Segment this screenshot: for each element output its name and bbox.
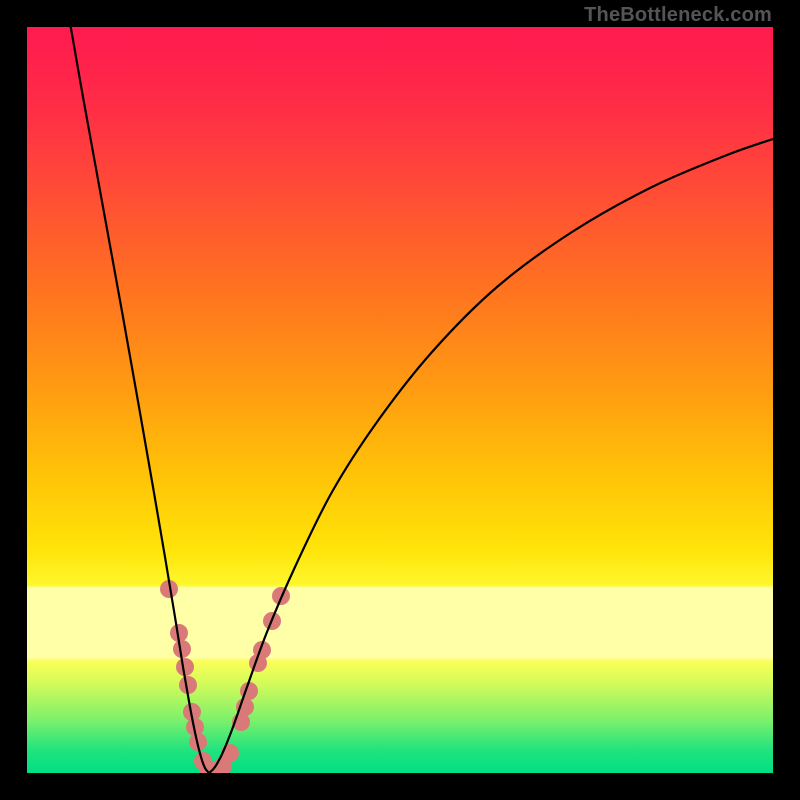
curves-layer	[27, 27, 773, 773]
watermark-text: TheBottleneck.com	[584, 4, 772, 27]
plot-area	[27, 27, 773, 773]
marker-dots	[160, 580, 290, 773]
right-curve	[209, 139, 773, 773]
chart-frame: TheBottleneck.com	[0, 0, 800, 800]
